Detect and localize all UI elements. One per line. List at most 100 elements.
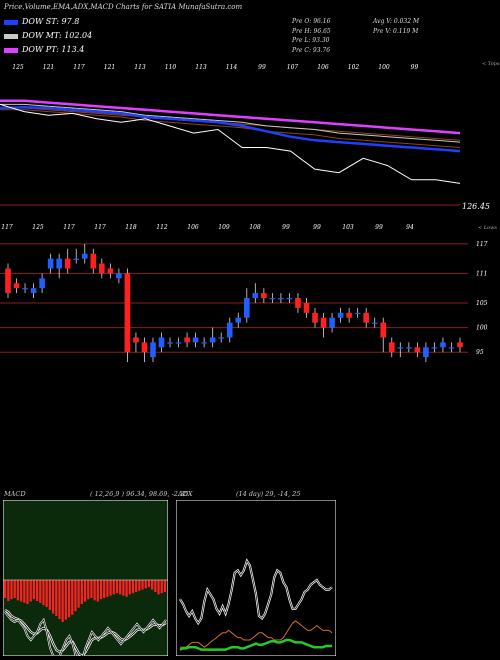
dow-st-label: DOW ST: 97.8: [22, 17, 80, 26]
candle-body: [278, 298, 284, 300]
candle-body: [346, 312, 352, 318]
candle-body: [73, 258, 80, 260]
candle-body: [133, 337, 139, 343]
macd-hist-bar: [109, 580, 112, 596]
candle-body: [201, 342, 207, 344]
ema-price-chart: 125 121 117 121 113 110 113 114 99 107 106 102 100 99…: [0, 61, 500, 211]
macd-hist-bar: [135, 580, 138, 592]
candle-body: [431, 347, 438, 349]
ohlc-low: Pre L: 93.30: [292, 37, 330, 44]
macd-hist-bar: [128, 580, 131, 595]
macd-hist-bar: [160, 580, 163, 594]
macd-hist-bar: [26, 580, 29, 604]
adx-lines: [179, 558, 333, 651]
candle-body: [22, 288, 28, 290]
candle-body: [47, 258, 54, 269]
top-label: 110: [165, 64, 177, 71]
macd-hist-bar: [74, 580, 77, 612]
candle-body: [116, 273, 122, 279]
candle-body: [235, 317, 242, 323]
top-label: 114: [226, 64, 238, 71]
axis-tick-label: 105: [476, 300, 488, 307]
top-label: 113: [134, 64, 146, 71]
macd-hist-bar: [13, 580, 16, 598]
macd-hist-bar: [90, 580, 93, 598]
top-label: 106: [317, 64, 329, 71]
bottom-label: 118: [125, 224, 137, 231]
macd-hist-bar: [19, 580, 23, 602]
macd-hist-bar: [51, 580, 55, 614]
bottom-label: 103: [342, 224, 354, 231]
macd-hist-bar: [144, 580, 147, 589]
macd-hist-bar: [138, 580, 141, 591]
adx-chart: [176, 500, 336, 656]
macd-hist-bar: [99, 580, 103, 600]
bottom-label: 99: [282, 224, 290, 231]
tops-label: < Tops: [482, 61, 500, 67]
candle-body: [363, 312, 369, 323]
macd-hist-bar: [67, 580, 71, 618]
candle-body: [81, 253, 88, 259]
macd-hist-bar: [141, 580, 144, 590]
macd-hist-bar: [93, 580, 96, 601]
legend-item-dow-pt: DOW PT: 113.4: [4, 45, 84, 54]
candle-body: [303, 302, 310, 313]
adx-params: (14 day) 29, -14, 25: [236, 490, 301, 498]
candles: [5, 243, 463, 363]
macd-hist-bar: [115, 580, 119, 594]
series-line: [0, 99, 461, 135]
candle-body: [218, 337, 225, 339]
top-label: 100: [378, 64, 390, 71]
ohlc-high: Pre H: 96.65: [292, 28, 331, 35]
candle-body: [329, 317, 335, 328]
candle-body: [30, 288, 37, 294]
ohlc-open: Pre O: 96.16: [292, 18, 331, 25]
axis-tick-label: 111: [476, 270, 487, 277]
ema-band-line: [0, 109, 461, 148]
top-label: 99: [258, 64, 266, 71]
axis-tick-label: 100: [476, 325, 488, 332]
price-tag: 126.45: [462, 202, 490, 211]
macd-hist-bar: [151, 580, 154, 590]
adx-background: [176, 500, 336, 656]
macd-hist-bar: [119, 580, 122, 595]
macd-hist-bar: [83, 580, 87, 602]
candle-body: [388, 342, 395, 353]
legend-item-dow-mt: DOW MT: 102.04: [4, 31, 92, 40]
candle-body: [457, 342, 463, 348]
candle-body: [175, 342, 182, 344]
macd-hist-bar: [55, 580, 58, 616]
macd-hist-bar: [131, 580, 135, 594]
top-label: 121: [43, 64, 54, 71]
macd-hist-bar: [77, 580, 80, 608]
bottom-label: 99: [375, 224, 383, 231]
macd-hist-bar: [112, 580, 115, 595]
series-line: [0, 103, 461, 143]
candle-body: [261, 293, 267, 299]
macd-hist-bar: [32, 580, 36, 600]
bottom-label: 99: [313, 224, 321, 231]
macd-hist-bar: [122, 580, 125, 596]
dow-mt-label: DOW MT: 102.04: [22, 31, 93, 40]
bottom-label: 125: [32, 224, 44, 231]
macd-hist-bar: [39, 580, 42, 603]
macd-hist-bar: [61, 580, 64, 622]
candle-body: [226, 322, 233, 338]
candle-body: [380, 322, 387, 338]
macd-hist-bar: [96, 580, 99, 602]
macd-hist-bar: [45, 580, 48, 607]
macd-hist-bar: [42, 580, 45, 606]
adx-minus-di-line: [180, 620, 333, 648]
top-label: 121: [104, 64, 115, 71]
candle-body: [406, 347, 412, 349]
lows-label: < Lows: [478, 225, 497, 231]
candle-body: [56, 258, 62, 269]
ohlc-close: Pre C: 93.76: [292, 47, 331, 54]
candle-body: [124, 273, 131, 353]
candle-body: [354, 312, 361, 315]
macd-lines: [4, 608, 167, 656]
bottom-labels: 117 125 117 117 118 112 106 109 108 99 99 103 99 94: [1, 224, 414, 231]
top-label: 107: [287, 64, 299, 71]
chart-title: Price,Volume,EMA,ADX,MACD Charts for SAT…: [4, 3, 243, 11]
macd-hist-bar: [58, 580, 61, 619]
